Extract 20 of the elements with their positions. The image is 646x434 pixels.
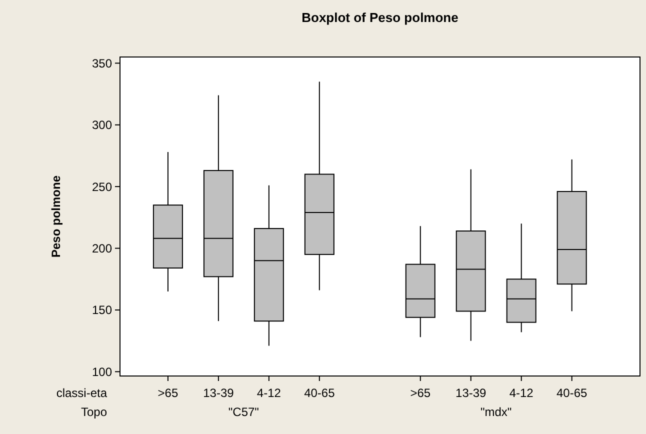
y-tick-label: 150 xyxy=(92,303,112,318)
x-tick-label: >65 xyxy=(410,386,431,400)
y-tick-label: 350 xyxy=(92,56,112,70)
text: classi-eta xyxy=(56,386,108,400)
y-axis-title: Peso polmone xyxy=(49,175,63,258)
x-tick-label: 40-65 xyxy=(556,386,588,400)
x-tick-label: 40-65 xyxy=(304,386,336,400)
chart-title: Boxplot of Peso polmone xyxy=(302,10,458,25)
x-tick-label: 4-12 xyxy=(256,386,282,400)
x-tick-label: 13-39 xyxy=(456,386,487,400)
y-tick-label: 200 xyxy=(92,241,112,256)
y-tick-label: 250 xyxy=(92,180,112,194)
text: "C57" xyxy=(228,405,259,419)
x-tick-label: 13-39 xyxy=(203,386,234,400)
text: Topo xyxy=(80,405,108,419)
text: "mdx" xyxy=(480,405,512,419)
x-tick-label: >65 xyxy=(158,386,178,400)
x-tick-label: 4-12 xyxy=(509,386,534,400)
y-tick-label: 100 xyxy=(92,364,112,379)
y-tick-label: 300 xyxy=(92,118,112,132)
